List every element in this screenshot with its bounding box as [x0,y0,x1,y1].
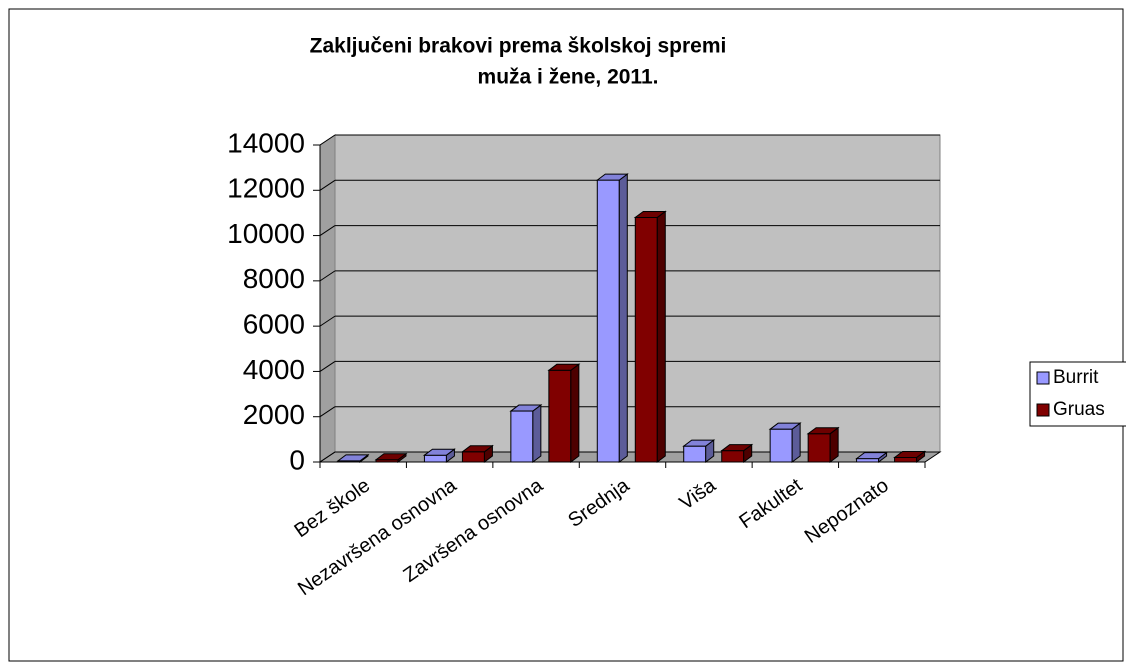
legend-label: Burrit [1053,367,1099,388]
bar-front [769,428,793,463]
bar-front [510,410,534,463]
bar [720,443,754,463]
bar-side [570,363,580,463]
bar-top [374,453,408,461]
bar-top [547,363,581,371]
bar-top [595,173,629,181]
bar-top [855,452,889,460]
bar [460,444,494,463]
bar-top [633,210,667,218]
y-tick-label: 14000 [227,127,305,158]
y-tick-label: 4000 [243,354,305,385]
bar [336,453,370,463]
grid-line [319,406,336,418]
bar-front [634,216,658,463]
bar-front [856,458,880,463]
bar-front [894,456,918,463]
floor [318,451,942,463]
bar-side [791,422,801,463]
chart-title: Zaključeni brakovi prema školskoj spremi [310,35,727,58]
grid-line [319,451,336,463]
y-tick-label: 8000 [243,263,305,294]
bar-front [461,451,485,463]
legend-swatch [1036,403,1050,417]
bar [893,450,927,463]
grid-line [319,315,336,327]
bar [633,210,667,463]
bar-top [509,404,543,412]
y-tick-label: 6000 [243,309,305,340]
bar-front [807,433,831,463]
bar-top [720,444,754,452]
bar-front [596,179,620,463]
grid-line [319,270,336,282]
legend-label: Gruas [1053,399,1105,420]
bar-side [532,404,542,463]
bar [374,452,408,463]
bar [768,422,802,463]
y-tick-label: 10000 [227,218,305,249]
bar-front [683,445,707,463]
grid-line [319,179,336,191]
bar-top [806,427,840,435]
bar-side [656,210,666,463]
y-tick-label: 2000 [243,399,305,430]
bar-top [460,445,494,453]
grid-line [319,361,336,372]
bar-front [423,454,447,463]
bar [509,404,543,463]
bar-front [721,450,745,463]
bar [806,426,840,463]
chart-title: muža i žene, 2011. [478,66,659,89]
bar-front [548,369,572,463]
bar-top [768,422,802,430]
bar [682,439,716,463]
bar [422,448,456,463]
grid-line [319,134,336,146]
legend-swatch [1036,371,1050,385]
grid-line [319,225,336,236]
bar-top [422,448,456,456]
side-wall [319,134,336,463]
bar [595,173,629,463]
bar-side [618,173,628,463]
bar [855,451,889,463]
bar-top [893,450,927,458]
bar [547,363,581,463]
bar-top [336,454,370,462]
y-tick-label: 0 [289,444,305,475]
bar-top [682,439,716,447]
y-tick-label: 12000 [227,173,305,204]
